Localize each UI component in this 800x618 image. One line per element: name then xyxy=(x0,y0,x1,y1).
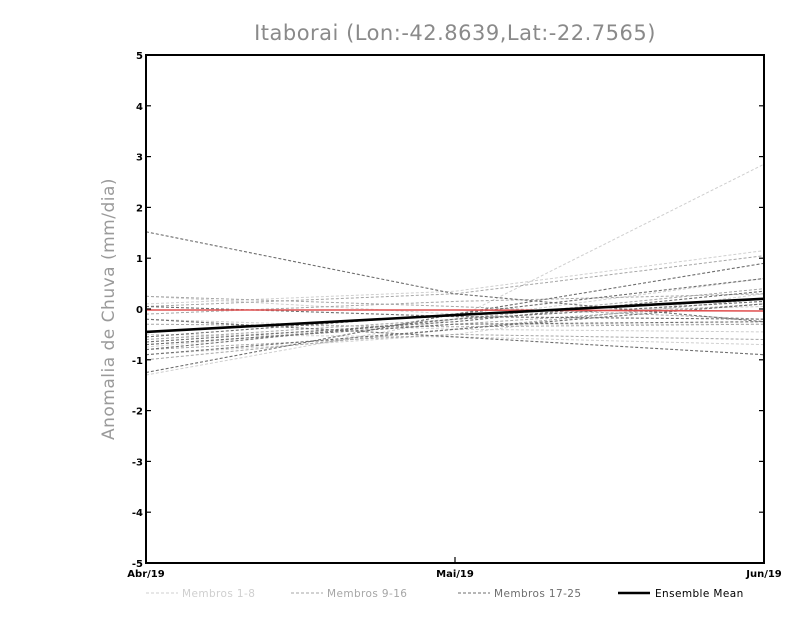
legend-label-membros-1-8: Membros 1-8 xyxy=(182,588,255,600)
series-line-membro-23 xyxy=(145,290,765,343)
series-line-reference xyxy=(146,309,765,312)
series-line-membro-16 xyxy=(145,293,765,315)
y-tick-label: 2 xyxy=(136,203,143,214)
series-line-membro-5 xyxy=(145,333,765,346)
series-line-membro-11 xyxy=(145,323,765,328)
y-tick-label: -4 xyxy=(132,508,143,519)
plot-lines xyxy=(145,163,765,376)
y-tick-label: 1 xyxy=(136,254,143,265)
y-tick-label: 0 xyxy=(136,305,143,316)
series-line-membro-21 xyxy=(145,318,765,356)
series-line-membro-14 xyxy=(145,295,765,320)
series-line-membro-13 xyxy=(145,288,765,340)
legend-label-membros-9-16: Membros 9-16 xyxy=(327,588,407,600)
legend: Membros 1-8 Membros 9-16 Membros 17-25 E… xyxy=(146,588,744,600)
y-tick-label: -2 xyxy=(132,407,143,418)
series-line-membro-20 xyxy=(145,300,765,351)
x-tick-label: Mai/19 xyxy=(436,569,474,580)
series-line-membro-1 xyxy=(145,163,765,376)
x-axis-ticks: Abr/19 Mai/19 Jun/19 xyxy=(127,557,782,580)
series-line-ensemble-mean xyxy=(145,297,765,334)
series-line-membro-2 xyxy=(145,250,765,305)
series-line-membro-24 xyxy=(145,305,765,320)
y-axis-label: Anomalia de Chuva (mm/dia) xyxy=(99,178,119,440)
series-line-membro-3 xyxy=(145,323,764,340)
y-tick-label: 4 xyxy=(136,102,143,113)
legend-label-membros-17-25: Membros 17-25 xyxy=(494,588,581,600)
chart-title: Itaborai (Lon:-42.8639,Lat:-22.7565) xyxy=(254,21,656,45)
series-line-membro-25 xyxy=(145,303,765,356)
series-line-membro-22 xyxy=(145,321,765,346)
x-tick-label: Jun/19 xyxy=(745,569,782,580)
plot-frame xyxy=(145,54,765,564)
y-tick-label: -1 xyxy=(132,356,143,367)
series-line-membro-15 xyxy=(145,333,765,351)
y-tick-label: -5 xyxy=(132,559,143,570)
y-tick-label: 3 xyxy=(136,153,143,164)
series-line-membro-19 xyxy=(145,277,765,338)
y-tick-label: -3 xyxy=(132,457,143,468)
series-line-membro-9 xyxy=(145,255,765,307)
y-tick-label: 5 xyxy=(136,51,143,62)
x-tick-label: Abr/19 xyxy=(127,569,164,580)
legend-label-ensemble-mean: Ensemble Mean xyxy=(655,588,744,600)
series-line-membro-7 xyxy=(145,318,765,333)
